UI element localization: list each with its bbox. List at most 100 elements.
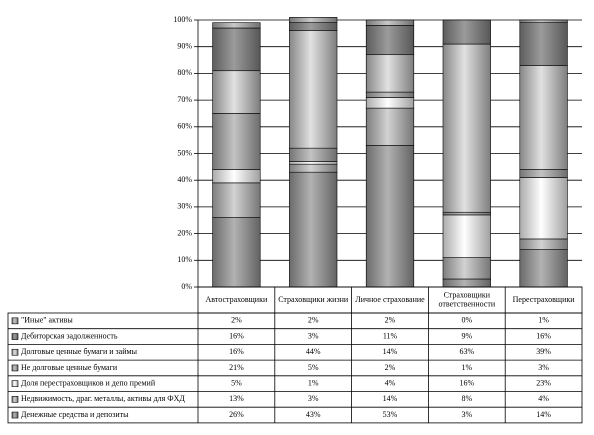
bar-segment <box>519 65 568 170</box>
table-value: 16% <box>536 331 551 340</box>
table-value: 44% <box>306 347 321 356</box>
table-value: 4% <box>385 378 396 387</box>
legend-label: Доля перестраховщиков и депо премий <box>21 378 156 387</box>
bar-segment <box>442 211 491 216</box>
table-value: 14% <box>383 347 398 356</box>
table-value: 5% <box>231 378 242 387</box>
legend-swatch <box>11 380 19 387</box>
bar-segment <box>365 25 415 56</box>
legend-swatch <box>11 333 19 340</box>
bar-segment <box>365 19 415 26</box>
legend-swatch <box>11 396 19 403</box>
bar-segment <box>519 19 568 23</box>
table-value: 9% <box>461 331 472 340</box>
table-value: 11% <box>383 331 398 340</box>
y-tick-label: 80% <box>177 68 192 77</box>
y-tick-label: 70% <box>177 95 192 104</box>
bar-segment <box>442 257 491 280</box>
table-value: 16% <box>229 347 244 356</box>
y-tick-label: 50% <box>177 148 192 157</box>
y-tick-label: 40% <box>177 175 192 184</box>
bar-segment <box>212 27 261 72</box>
table-value: 43% <box>306 410 321 419</box>
y-tick-label: 10% <box>177 255 192 264</box>
bar-segment <box>289 171 338 288</box>
table-value: 3% <box>308 394 319 403</box>
legend-label: Недвижимость, драг. металлы, активы для … <box>21 394 185 403</box>
x-tick-label: Автостраховщики <box>206 295 268 304</box>
table-value: 1% <box>308 378 319 387</box>
bar-segment <box>519 238 568 250</box>
table-value: 23% <box>536 378 551 387</box>
bar-segment <box>519 169 568 178</box>
table-value: 1% <box>461 363 472 372</box>
table-value: 3% <box>538 363 549 372</box>
y-tick-label: 20% <box>177 228 192 237</box>
bar-segment <box>212 22 261 29</box>
bar-segment <box>289 30 338 149</box>
legend-swatch <box>11 364 19 372</box>
table-value: 2% <box>385 363 396 372</box>
table-value: 14% <box>383 394 398 403</box>
bar-segment <box>442 278 491 288</box>
bar-segment <box>519 177 568 240</box>
x-tick-label: Перестраховщики <box>513 295 576 304</box>
table-value: 26% <box>229 410 244 419</box>
table-value: 4% <box>538 394 549 403</box>
bar-segment <box>442 214 491 258</box>
bar-segment <box>212 217 261 288</box>
table-value: 1% <box>538 316 549 325</box>
table-value: 14% <box>536 410 551 419</box>
bar-segment <box>212 169 261 184</box>
table-value: 39% <box>536 347 551 356</box>
table-value: 3% <box>308 331 319 340</box>
bar-segment <box>289 17 338 23</box>
y-tick-label: 60% <box>177 122 192 131</box>
bar-segment <box>289 22 338 31</box>
y-tick-label: 100% <box>173 15 192 24</box>
y-tick-label: 90% <box>177 42 192 51</box>
table-value: 8% <box>461 394 472 403</box>
bar-segment <box>289 161 338 165</box>
bar-segment <box>519 249 568 288</box>
bar-segment <box>365 91 415 98</box>
bar-segment <box>212 113 261 170</box>
table-value: 3% <box>461 410 472 419</box>
bar-segment <box>289 147 338 162</box>
legend-swatch <box>11 317 19 325</box>
table-value: 16% <box>229 331 244 340</box>
bar-segment <box>212 182 261 218</box>
table-border <box>7 312 583 424</box>
legend-label: "Иные" активы <box>21 316 73 325</box>
table-value: 53% <box>383 410 398 419</box>
table-value: 63% <box>459 347 474 356</box>
legend-swatch <box>11 411 19 419</box>
legend-label: Долговые ценные бумаги и займы <box>21 347 138 356</box>
legend-label: Не долговые ценные бумаги <box>21 363 118 372</box>
table-value: 2% <box>385 316 396 325</box>
bar-segment <box>442 43 491 213</box>
bar-segment <box>289 163 338 173</box>
table-value: 21% <box>229 363 244 372</box>
bar-segment <box>365 97 415 109</box>
legend-label: Денежные средства и депозиты <box>21 410 129 419</box>
y-tick-label: 0% <box>181 282 192 291</box>
bar-segment <box>442 19 491 45</box>
table-value: 0% <box>461 316 472 325</box>
bar-segment <box>212 70 261 114</box>
bar-segment <box>365 107 415 146</box>
table-value: 13% <box>229 394 244 403</box>
y-tick-label: 30% <box>177 202 192 211</box>
legend-label: Дебиторская задолженность <box>21 331 118 340</box>
table-value: 5% <box>308 363 319 372</box>
table-value: 16% <box>459 378 474 387</box>
x-tick-label: Личное страхование <box>355 295 425 304</box>
table-value: 2% <box>308 316 319 325</box>
bar-segment <box>365 54 415 93</box>
x-tick-label: Страховщики ответственности <box>438 290 495 308</box>
bar-segment <box>519 22 568 66</box>
legend-swatch <box>11 348 19 356</box>
x-tick-label: Страховщики жизни <box>278 295 349 304</box>
table-value: 2% <box>231 316 242 325</box>
